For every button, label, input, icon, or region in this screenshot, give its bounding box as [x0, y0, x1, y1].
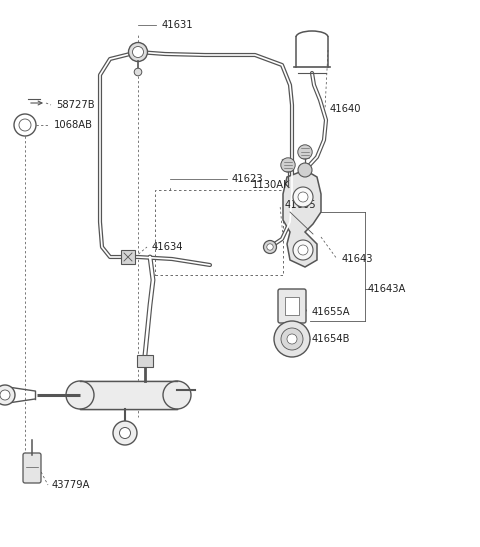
Circle shape — [293, 187, 313, 207]
Text: 41605: 41605 — [285, 200, 317, 210]
Circle shape — [264, 241, 276, 253]
Text: 41623: 41623 — [232, 174, 264, 184]
Circle shape — [281, 158, 295, 172]
Text: 41640: 41640 — [330, 104, 361, 114]
FancyBboxPatch shape — [278, 289, 306, 323]
Circle shape — [129, 43, 147, 61]
Polygon shape — [283, 170, 321, 267]
Text: 41643A: 41643A — [368, 284, 407, 294]
Circle shape — [281, 328, 303, 350]
Circle shape — [14, 114, 36, 136]
Circle shape — [113, 421, 137, 445]
Polygon shape — [80, 381, 177, 409]
Circle shape — [0, 390, 10, 400]
Circle shape — [66, 381, 94, 409]
Circle shape — [298, 145, 312, 159]
Text: 41634: 41634 — [152, 242, 183, 252]
Text: 41654B: 41654B — [312, 334, 350, 344]
Text: 1068AB: 1068AB — [54, 120, 93, 130]
Circle shape — [134, 68, 142, 76]
Bar — [121, 250, 135, 264]
Text: 41631: 41631 — [162, 20, 193, 30]
Circle shape — [298, 245, 308, 255]
Bar — [285, 297, 299, 315]
Bar — [155, 190, 283, 275]
Circle shape — [274, 321, 310, 357]
Circle shape — [287, 334, 297, 344]
Circle shape — [19, 119, 31, 131]
Circle shape — [298, 192, 308, 202]
Circle shape — [163, 381, 191, 409]
Text: 58727B: 58727B — [56, 100, 95, 110]
Text: 41643: 41643 — [342, 254, 373, 264]
Circle shape — [120, 428, 131, 439]
Circle shape — [267, 244, 273, 250]
Text: 1130AK: 1130AK — [252, 180, 290, 190]
Text: 43779A: 43779A — [52, 480, 91, 490]
Bar — [137, 355, 153, 367]
FancyBboxPatch shape — [23, 453, 41, 483]
Circle shape — [0, 385, 15, 405]
Circle shape — [132, 46, 144, 57]
Circle shape — [298, 163, 312, 177]
Circle shape — [293, 240, 313, 260]
Text: 41655A: 41655A — [312, 307, 350, 317]
